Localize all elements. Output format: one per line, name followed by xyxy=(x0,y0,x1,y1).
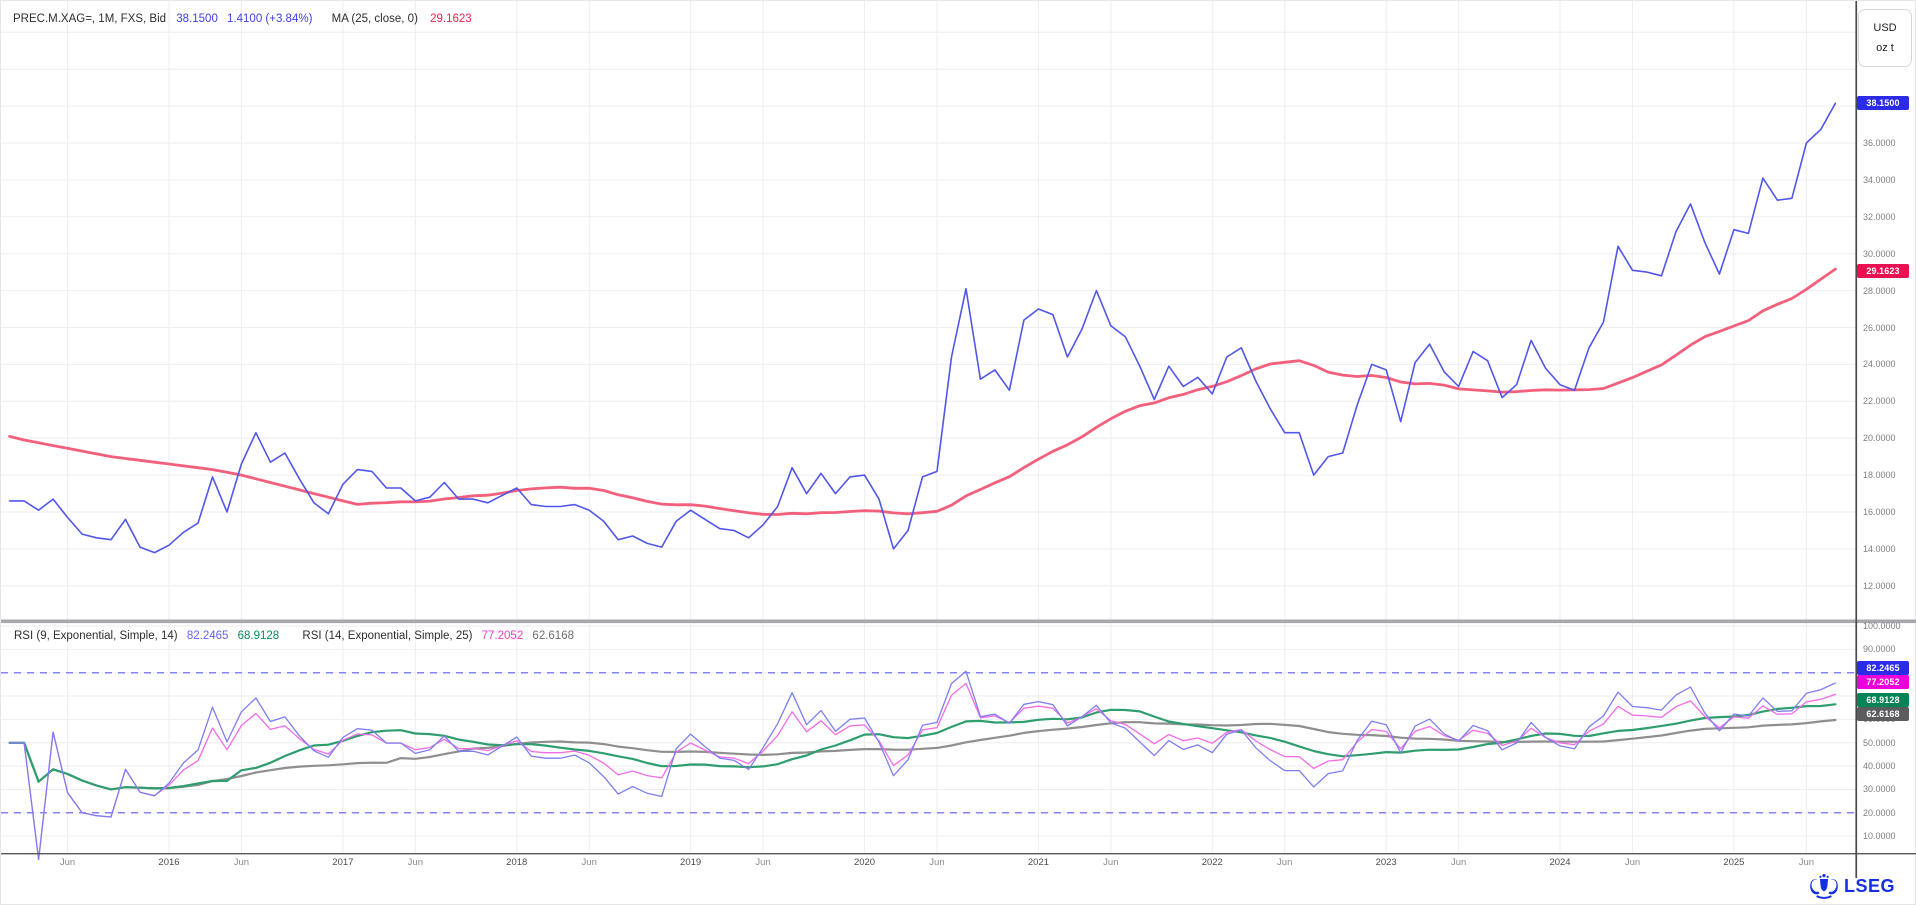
time-tick-label: 2023 xyxy=(1375,857,1397,868)
rsi-tick-label: 40.0000 xyxy=(1863,761,1896,772)
rsi-tick-label: 100.0000 xyxy=(1863,621,1901,631)
lseg-crest-icon xyxy=(1810,874,1838,899)
time-tick-label: 2020 xyxy=(853,857,876,868)
price-tick-label: 12.0000 xyxy=(1863,580,1896,591)
price-tick-label: 26.0000 xyxy=(1863,322,1896,333)
rsi14-value: 77.2052 xyxy=(481,630,524,642)
last-price-value: 38.1500 xyxy=(176,13,218,25)
rsi9-ma-value-badge: 68.9128 xyxy=(1857,693,1909,707)
time-tick-label: 2025 xyxy=(1723,857,1745,868)
time-tick-label: 2016 xyxy=(158,857,180,868)
price-tick-label: 32.0000 xyxy=(1863,211,1896,222)
rsi-tick-label: 30.0000 xyxy=(1863,784,1896,795)
lseg-logo-text: LSEG xyxy=(1844,875,1896,896)
price-tick-label: 24.0000 xyxy=(1863,359,1896,370)
rsi14-ma-value-badge: 62.6168 xyxy=(1857,707,1909,721)
time-tick-label: Jun xyxy=(1103,857,1119,868)
last-price-badge: 38.1500 xyxy=(1857,96,1909,110)
time-tick-label: Jun xyxy=(755,857,771,868)
rsi-tick-label: 10.0000 xyxy=(1863,831,1896,842)
price-tick-label: 30.0000 xyxy=(1863,248,1896,259)
rsi14-ma-value: 62.6168 xyxy=(532,630,574,642)
ma-value-badge: 29.1623 xyxy=(1857,264,1909,278)
time-tick-label: 2017 xyxy=(332,857,354,868)
time-tick-label: 2019 xyxy=(680,857,702,868)
time-tick-label: Jun xyxy=(233,857,250,868)
price-tick-label: 28.0000 xyxy=(1863,285,1896,296)
time-tick-label: 2021 xyxy=(1027,857,1049,868)
rsi9-indicator-label: RSI (9, Exponential, Simple, 14) xyxy=(14,630,178,642)
price-tick-label: 36.0000 xyxy=(1863,138,1896,148)
rsi9-value-badge: 82.2465 xyxy=(1857,661,1909,675)
axis-unit-currency: USD xyxy=(1873,22,1897,34)
lseg-logo: LSEG xyxy=(1809,873,1895,899)
ma-value: 29.1623 xyxy=(430,13,472,25)
time-tick-label: Jun xyxy=(929,857,945,868)
price-tick-label: 18.0000 xyxy=(1863,470,1896,481)
rsi14-indicator-label: RSI (14, Exponential, Simple, 25) xyxy=(302,630,473,642)
time-tick-label: Jun xyxy=(581,857,597,868)
price-tick-label: 14.0000 xyxy=(1863,543,1896,554)
price-tick-label: 22.0000 xyxy=(1863,396,1896,407)
price-change-value: 1.4100 (+3.84%) xyxy=(227,13,313,25)
rsi9-ma-value: 68.9128 xyxy=(237,630,280,642)
rsi-tick-label: 90.0000 xyxy=(1863,644,1896,655)
time-tick-label: Jun xyxy=(59,857,76,868)
time-tick-label: 2018 xyxy=(506,857,528,868)
rsi14-value-badge: 77.2052 xyxy=(1857,675,1909,689)
price-legend[interactable]: PREC.M.XAG=, 1M, FXS, Bid 38.1500 1.4100… xyxy=(13,13,472,25)
time-tick-label: 2022 xyxy=(1201,857,1223,868)
rsi-tick-label: 50.0000 xyxy=(1863,737,1896,748)
time-tick-label: Jun xyxy=(1450,857,1467,868)
ma-indicator-label: MA (25, close, 0) xyxy=(331,13,418,25)
time-tick-label: Jun xyxy=(1798,857,1815,868)
axis-unit-box: USD oz t xyxy=(1858,9,1912,67)
rsi9-value: 82.2465 xyxy=(186,630,229,642)
price-tick-label: 16.0000 xyxy=(1863,507,1896,517)
rsi-tick-label: 20.0000 xyxy=(1863,807,1896,818)
instrument-label: PREC.M.XAG=, 1M, FXS, Bid xyxy=(13,13,167,25)
axis-unit-measure: oz t xyxy=(1876,42,1894,54)
price-axis-scale[interactable] xyxy=(1856,1,1916,621)
time-tick-label: Jun xyxy=(1277,857,1293,868)
time-tick-label: 2024 xyxy=(1549,857,1571,868)
time-tick-label: Jun xyxy=(407,857,423,868)
price-tick-label: 34.0000 xyxy=(1863,174,1896,185)
time-tick-label: Jun xyxy=(1624,857,1641,868)
rsi-legend[interactable]: RSI (9, Exponential, Simple, 14) 82.2465… xyxy=(14,630,574,642)
price-tick-label: 20.0000 xyxy=(1863,433,1896,444)
